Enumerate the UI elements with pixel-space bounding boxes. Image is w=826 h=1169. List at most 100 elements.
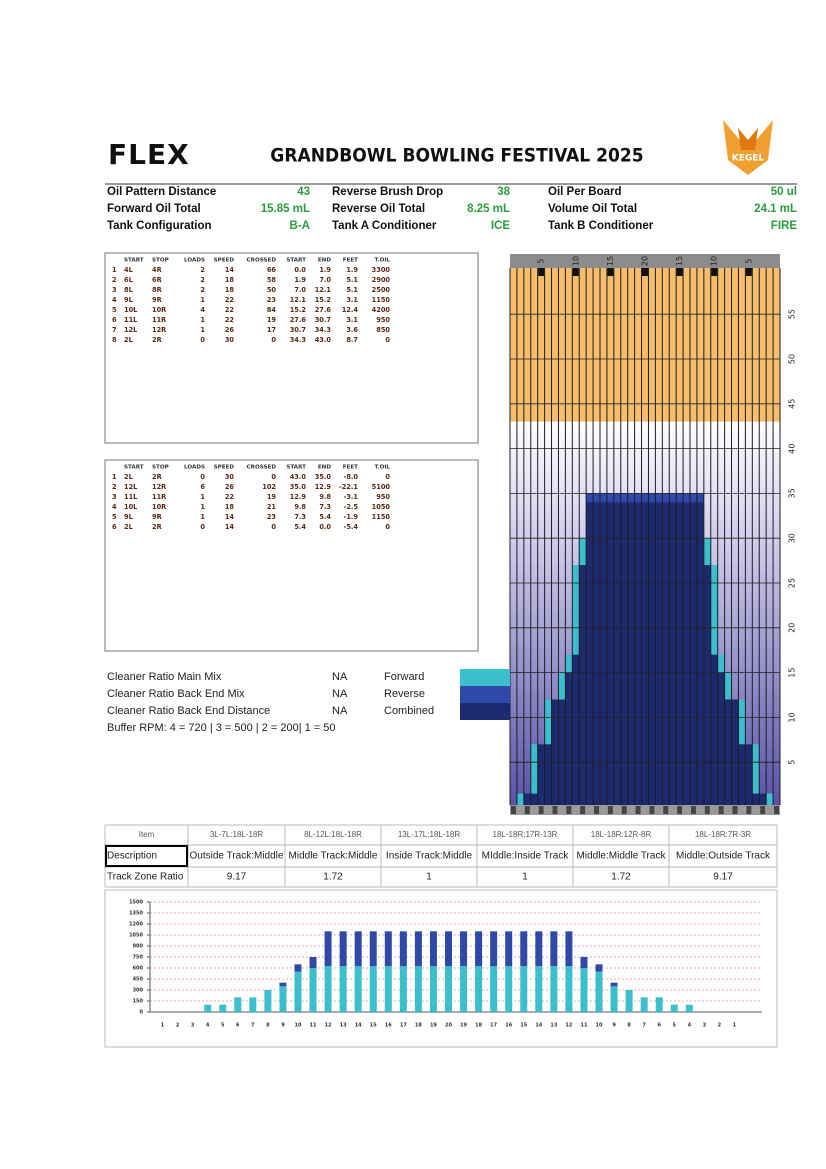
oil-combined	[676, 502, 684, 805]
table-cell: 2	[112, 276, 117, 284]
table-cell: 43.0	[315, 336, 332, 344]
distance-label: 55	[788, 309, 797, 319]
zone-cell: 1.72	[323, 872, 343, 883]
table-cell: 23	[267, 513, 277, 521]
oil-combined	[759, 793, 767, 805]
bar	[249, 997, 257, 1012]
table-cell: 3.1	[346, 316, 358, 324]
x-tick-label: 13	[550, 1023, 557, 1029]
spec-value: ICE	[491, 220, 511, 232]
bar	[535, 931, 543, 967]
table-cell: 2	[200, 266, 205, 274]
foul-mark	[566, 806, 572, 814]
table-cell: -22.1	[339, 483, 358, 491]
y-tick-label: 0	[140, 1010, 144, 1016]
spec-value: 8.25 mL	[467, 203, 510, 215]
table-cell: 9L	[124, 513, 134, 521]
zone-header: 3L-7L:18L-18R	[210, 830, 264, 839]
bar	[625, 990, 633, 1012]
oil-forward	[530, 744, 538, 805]
bar	[264, 990, 272, 1012]
oil-combined	[613, 502, 621, 805]
oil-combined	[606, 502, 614, 805]
x-tick-label: 1	[733, 1023, 737, 1029]
table-cell: 1050	[372, 503, 391, 511]
table-cell: 4R	[152, 266, 162, 274]
x-tick-label: 1	[161, 1023, 165, 1029]
table-cell: 2	[200, 276, 205, 284]
oil-combined	[710, 654, 718, 805]
x-tick-label: 2	[718, 1023, 722, 1029]
oil-combined	[745, 744, 753, 805]
distance-label: 10	[788, 712, 797, 722]
table-cell: 14	[225, 266, 235, 274]
oil-combined	[600, 502, 607, 805]
table-cell: 4200	[372, 306, 391, 314]
spec-value: 38	[497, 186, 510, 198]
bar	[490, 931, 498, 967]
zone-header: Item	[139, 830, 155, 839]
table-cell: 19	[267, 316, 277, 324]
table-cell: 1.9	[294, 276, 306, 284]
foul-mark	[677, 806, 683, 814]
zone-header: 18L-18R:17R-13R	[493, 830, 558, 839]
table-cell: 30.7	[315, 316, 332, 324]
table-cell: 18	[225, 286, 235, 294]
spec-value: 15.85 mL	[261, 203, 310, 215]
table-cell: 17	[267, 326, 277, 334]
oil-combined	[648, 502, 656, 805]
oil-combined	[565, 672, 573, 805]
x-tick-label: 9	[612, 1023, 616, 1029]
y-tick-label: 1350	[129, 911, 143, 917]
board-label: 10	[710, 256, 719, 266]
table-cell: 7.0	[294, 286, 306, 294]
oil-combined	[593, 502, 600, 805]
table-header: START	[286, 465, 306, 471]
legend-label: Forward	[384, 671, 424, 683]
bar	[460, 966, 468, 1012]
x-tick-label: 19	[430, 1023, 437, 1029]
bar	[204, 1004, 212, 1012]
y-tick-label: 300	[133, 988, 144, 994]
zone-header: 18L-18R:12R-8R	[591, 830, 652, 839]
table-cell: 8	[112, 336, 117, 344]
table-header: START	[286, 258, 306, 264]
zone-cell: 1	[522, 872, 528, 883]
table-cell: 6	[112, 523, 117, 531]
table-cell: 3.6	[346, 326, 358, 334]
table-header: END	[318, 258, 332, 264]
x-tick-label: 18	[415, 1023, 422, 1029]
board-label: 10	[571, 256, 580, 266]
reverse-box	[104, 459, 479, 652]
foul-mark	[746, 806, 752, 814]
spec-label: Reverse Brush Drop	[332, 186, 443, 198]
bar	[399, 966, 407, 1012]
table-header: LOADS	[184, 465, 205, 471]
oil-combined	[738, 744, 746, 805]
zone-cell: Middle:Middle Track	[577, 851, 667, 862]
table-cell: 3	[112, 493, 117, 501]
table-cell: 10R	[152, 503, 166, 511]
zone-cell: 1	[426, 872, 432, 883]
board-label: 20	[641, 256, 650, 266]
spec-value: 43	[297, 186, 310, 198]
table-cell: 0	[385, 523, 390, 531]
spec-label: Tank B Conditioner	[548, 220, 654, 232]
x-tick-label: 5	[673, 1023, 677, 1029]
table-cell: 2L	[124, 473, 134, 481]
specs: Oil Pattern Distance 43 Reverse Brush Drop…	[107, 186, 797, 232]
table-cell: 8.7	[346, 336, 358, 344]
table-cell: 1	[200, 316, 205, 324]
oil-combined	[551, 699, 559, 805]
bar	[445, 931, 452, 967]
foul-mark	[663, 806, 669, 814]
zone-cell: Inside Track:Middle	[386, 851, 473, 862]
x-tick-label: 17	[490, 1023, 497, 1029]
distance-label: 35	[788, 488, 797, 498]
table-cell: 1	[200, 326, 205, 334]
table-cell: 84	[267, 306, 277, 314]
x-tick-label: 10	[295, 1023, 302, 1029]
x-tick-label: 14	[535, 1023, 542, 1029]
bar	[414, 931, 422, 967]
oil-combined	[703, 565, 711, 805]
